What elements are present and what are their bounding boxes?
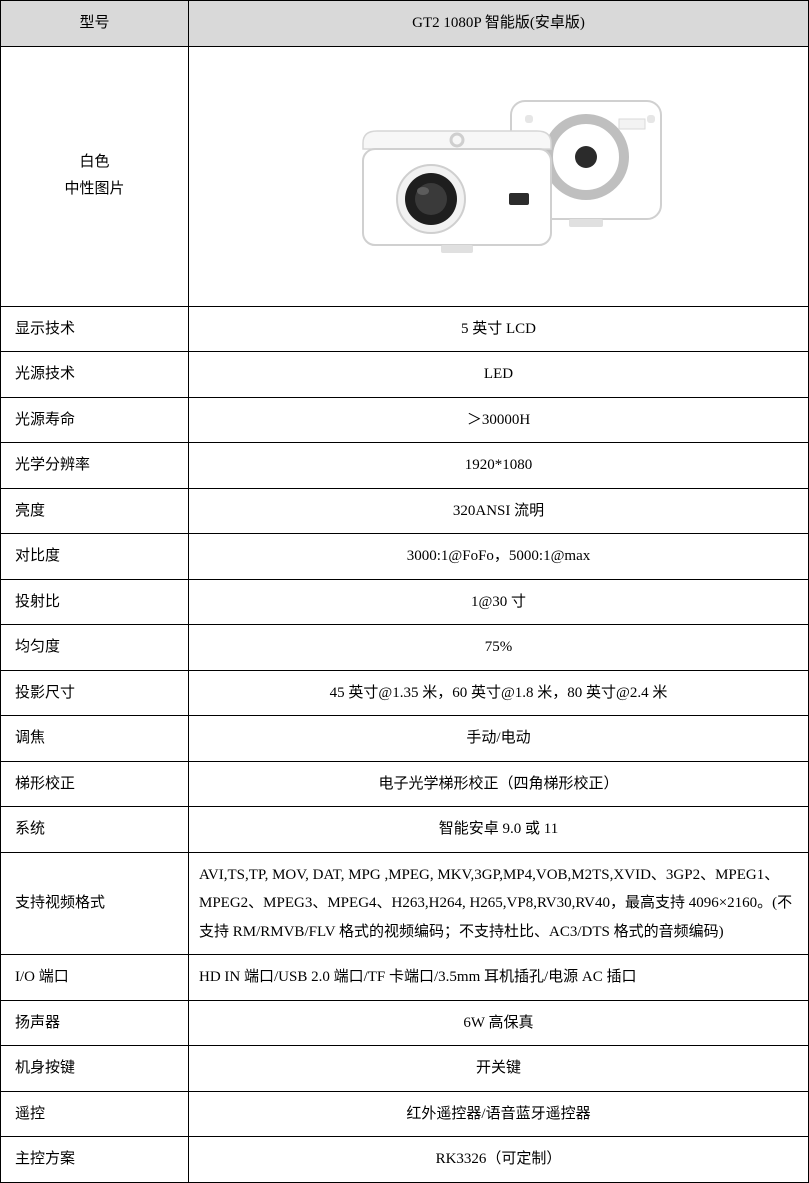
- spec-value: 电子光学梯形校正（四角梯形校正）: [189, 761, 809, 807]
- spec-label: 光源寿命: [1, 397, 189, 443]
- spec-label: 系统: [1, 807, 189, 853]
- spec-label: I/O 端口: [1, 955, 189, 1001]
- spec-row: 机身按键开关键: [1, 1046, 809, 1092]
- spec-label: 显示技术: [1, 306, 189, 352]
- spec-label: 支持视频格式: [1, 852, 189, 955]
- image-label-line1: 白色: [11, 149, 178, 176]
- spec-label: 光学分辨率: [1, 443, 189, 489]
- spec-label: 扬声器: [1, 1000, 189, 1046]
- spec-value: 1920*1080: [189, 443, 809, 489]
- spec-label: 投影尺寸: [1, 670, 189, 716]
- header-row: 型号 GT2 1080P 智能版(安卓版): [1, 1, 809, 47]
- spec-label: 调焦: [1, 716, 189, 762]
- spec-value: 6W 高保真: [189, 1000, 809, 1046]
- spec-table: 型号 GT2 1080P 智能版(安卓版) 白色 中性图片: [0, 0, 809, 1183]
- spec-row: 遥控红外遥控器/语音蓝牙遥控器: [1, 1091, 809, 1137]
- spec-label: 对比度: [1, 534, 189, 580]
- spec-row: I/O 端口HD IN 端口/USB 2.0 端口/TF 卡端口/3.5mm 耳…: [1, 955, 809, 1001]
- spec-value: 5 英寸 LCD: [189, 306, 809, 352]
- spec-row: 梯形校正电子光学梯形校正（四角梯形校正）: [1, 761, 809, 807]
- projector-illustration: [319, 71, 679, 281]
- product-image-cell: [189, 46, 809, 306]
- spec-label: 光源技术: [1, 352, 189, 398]
- spec-label: 均匀度: [1, 625, 189, 671]
- spec-label: 亮度: [1, 488, 189, 534]
- spec-label: 遥控: [1, 1091, 189, 1137]
- spec-sheet: 型号 GT2 1080P 智能版(安卓版) 白色 中性图片: [0, 0, 809, 1183]
- spec-value: 320ANSI 流明: [189, 488, 809, 534]
- spec-label: 投射比: [1, 579, 189, 625]
- spec-row: 光源寿命＞30000H: [1, 397, 809, 443]
- spec-value: 智能安卓 9.0 或 11: [189, 807, 809, 853]
- spec-value: HD IN 端口/USB 2.0 端口/TF 卡端口/3.5mm 耳机插孔/电源…: [189, 955, 809, 1001]
- spec-row: 系统智能安卓 9.0 或 11: [1, 807, 809, 853]
- spec-value: 45 英寸@1.35 米，60 英寸@1.8 米，80 英寸@2.4 米: [189, 670, 809, 716]
- spec-value: 75%: [189, 625, 809, 671]
- spec-value: 红外遥控器/语音蓝牙遥控器: [189, 1091, 809, 1137]
- spec-value: ＞30000H: [189, 397, 809, 443]
- spec-value: 手动/电动: [189, 716, 809, 762]
- spec-row: 均匀度75%: [1, 625, 809, 671]
- spec-row: 支持视频格式AVI,TS,TP, MOV, DAT, MPG ,MPEG, MK…: [1, 852, 809, 955]
- header-value: GT2 1080P 智能版(安卓版): [189, 1, 809, 47]
- spec-row: 扬声器6W 高保真: [1, 1000, 809, 1046]
- header-label: 型号: [1, 1, 189, 47]
- image-row: 白色 中性图片: [1, 46, 809, 306]
- spec-row: 投影尺寸45 英寸@1.35 米，60 英寸@1.8 米，80 英寸@2.4 米: [1, 670, 809, 716]
- image-label-cell: 白色 中性图片: [1, 46, 189, 306]
- image-label-line2: 中性图片: [11, 176, 178, 203]
- spec-label: 机身按键: [1, 1046, 189, 1092]
- spec-row: 主控方案RK3326（可定制）: [1, 1137, 809, 1183]
- spec-row: 光学分辨率1920*1080: [1, 443, 809, 489]
- spec-value: 3000:1@FoFo，5000:1@max: [189, 534, 809, 580]
- spec-row: 显示技术5 英寸 LCD: [1, 306, 809, 352]
- spec-label: 主控方案: [1, 1137, 189, 1183]
- spec-value: RK3326（可定制）: [189, 1137, 809, 1183]
- spec-value: 1@30 寸: [189, 579, 809, 625]
- spec-value: 开关键: [189, 1046, 809, 1092]
- spec-label: 梯形校正: [1, 761, 189, 807]
- spec-row: 调焦手动/电动: [1, 716, 809, 762]
- spec-row: 投射比1@30 寸: [1, 579, 809, 625]
- spec-value: LED: [189, 352, 809, 398]
- spec-row: 对比度3000:1@FoFo，5000:1@max: [1, 534, 809, 580]
- spec-row: 光源技术LED: [1, 352, 809, 398]
- spec-row: 亮度320ANSI 流明: [1, 488, 809, 534]
- spec-value: AVI,TS,TP, MOV, DAT, MPG ,MPEG, MKV,3GP,…: [189, 852, 809, 955]
